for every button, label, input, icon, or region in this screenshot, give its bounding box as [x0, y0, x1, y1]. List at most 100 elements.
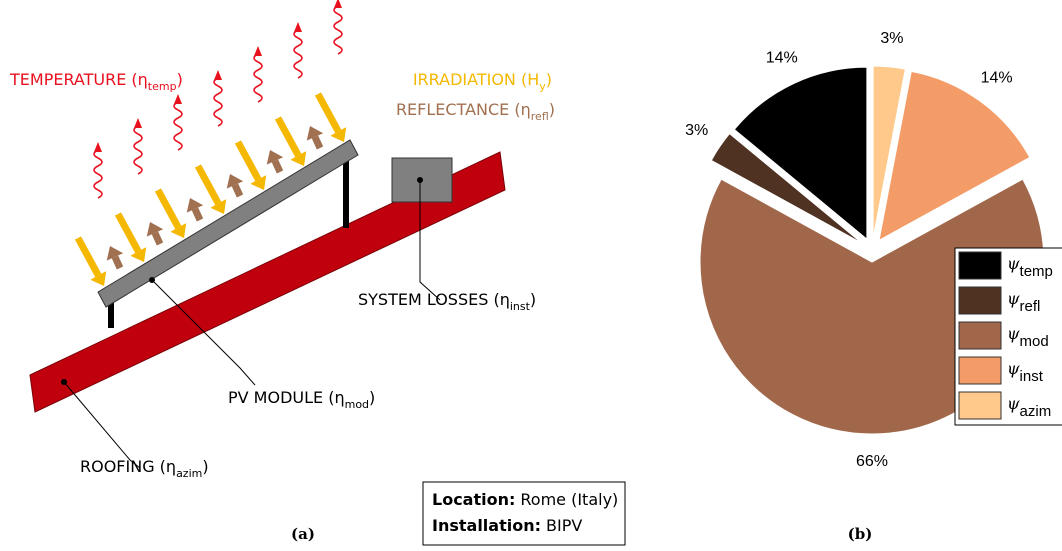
label-end: ) — [177, 70, 183, 89]
pie-value-label: 3% — [685, 122, 708, 139]
legend-label: ψmod — [1007, 324, 1049, 351]
legend-category: inst — [1020, 368, 1044, 385]
pie-slice — [872, 65, 906, 239]
legend-swatch — [958, 251, 1002, 280]
heat-wave-head — [294, 22, 302, 32]
label-text: IRRADIATION (H — [413, 70, 539, 89]
legend-symbol: ψ — [1007, 359, 1020, 378]
ray-arrow-head — [226, 174, 244, 189]
legend-label: ψazim — [1007, 394, 1051, 421]
labels: TEMPERATURE (ηtemp) IRRADIATION (Hy)REFLE… — [9, 70, 618, 535]
ray-arrow — [114, 212, 142, 254]
ray-arrow-head — [330, 127, 347, 142]
label-text: PV MODULE (η — [228, 388, 345, 407]
legend-symbol: ψ — [1007, 394, 1020, 413]
ray-arrow — [314, 92, 342, 134]
pie-slice — [733, 66, 868, 241]
ray-arrow — [111, 255, 124, 270]
diagram-label: TEMPERATURE (ηtemp) — [9, 70, 183, 93]
ray-arrow-head — [106, 246, 124, 261]
label-subscript: azim — [176, 467, 202, 480]
heat-wave — [253, 53, 263, 103]
ray-arrow-head — [266, 150, 284, 165]
legend-label: ψinst — [1007, 359, 1044, 386]
pointer-line — [151, 279, 256, 386]
pv-module — [97, 139, 359, 308]
ray-arrow — [154, 188, 182, 230]
legend-swatch — [958, 286, 1002, 315]
info-key: Location: — [432, 490, 515, 509]
diagram-label: ROOFING (ηazim) — [80, 457, 209, 480]
heat-wave — [293, 29, 303, 79]
info-line: Installation: BIPV — [432, 516, 582, 535]
heat-wave — [333, 5, 343, 55]
ray-arrow — [274, 116, 302, 158]
info-line: Location: Rome (Italy) — [432, 490, 618, 509]
diagram-label: SYSTEM LOSSES (ηinst) — [358, 290, 536, 313]
ray-arrow-head — [210, 199, 227, 214]
pie-value-label: 14% — [981, 70, 1013, 87]
ray-arrow-head — [306, 126, 324, 141]
heat-wave — [93, 149, 103, 199]
ray-arrow — [234, 140, 262, 182]
ray-arrow-head — [130, 247, 147, 262]
ray-arrow — [271, 159, 284, 174]
label-end: ) — [549, 100, 555, 119]
heat-wave-head — [174, 94, 182, 104]
info-value: Rome (Italy) — [520, 490, 618, 509]
legend-category: mod — [1020, 333, 1049, 350]
pie-value-label: 14% — [766, 49, 798, 66]
ray-arrow — [191, 207, 204, 222]
legend-category: azim — [1020, 403, 1052, 420]
label-end: ) — [546, 70, 552, 89]
label-subscript: refl — [531, 110, 549, 123]
pointer-line — [419, 180, 441, 301]
heat-wave-head — [94, 142, 102, 152]
ray-arrow — [311, 135, 324, 150]
label-subscript: mod — [345, 398, 369, 411]
info-value: BIPV — [546, 516, 582, 535]
pie-slice — [710, 132, 863, 244]
heat-wave — [133, 125, 143, 175]
label-text: ROOFING (η — [80, 457, 176, 476]
label-text: SYSTEM LOSSES (η — [358, 290, 510, 309]
ray-arrow-head — [146, 222, 164, 237]
arrows — [74, 0, 347, 286]
pie-value-label: 3% — [880, 30, 903, 47]
ray-arrow — [231, 183, 244, 198]
diagram-label: REFLECTANCE (ηrefl) — [396, 100, 555, 123]
ray-arrow-head — [170, 223, 187, 238]
legend-swatch — [958, 321, 1002, 350]
label-end: ) — [202, 457, 208, 476]
heat-wave-head — [334, 0, 342, 8]
ray-arrow — [194, 164, 222, 206]
ray-arrow-head — [290, 151, 307, 166]
ray-arrow — [74, 236, 102, 278]
caption: (b) — [848, 525, 873, 543]
heat-wave — [213, 77, 223, 127]
panel-leg — [108, 292, 114, 328]
legend-swatch — [958, 356, 1002, 385]
legend-symbol: ψ — [1007, 289, 1020, 308]
pointer-line — [63, 381, 141, 469]
diagram-label: PV MODULE (ηmod) — [228, 388, 375, 411]
legend-category: refl — [1020, 298, 1041, 315]
pie-value-label: 66% — [856, 453, 888, 470]
label-end: ) — [530, 290, 536, 309]
label-text: TEMPERATURE (η — [9, 70, 148, 89]
caption: (a) — [291, 525, 315, 543]
label-subscript: inst — [510, 300, 531, 313]
label-text: REFLECTANCE (η — [396, 100, 531, 119]
ray-arrow-head — [250, 175, 267, 190]
info-key: Installation: — [432, 516, 541, 535]
legend-category: temp — [1020, 263, 1053, 280]
panel-leg — [343, 160, 349, 228]
legend-label: ψrefl — [1007, 289, 1040, 316]
ray-arrow-head — [186, 198, 204, 213]
heat-wave-head — [134, 118, 142, 128]
legend-label: ψtemp — [1007, 254, 1053, 281]
label-subscript: y — [539, 80, 546, 93]
heat-wave-head — [254, 46, 262, 56]
